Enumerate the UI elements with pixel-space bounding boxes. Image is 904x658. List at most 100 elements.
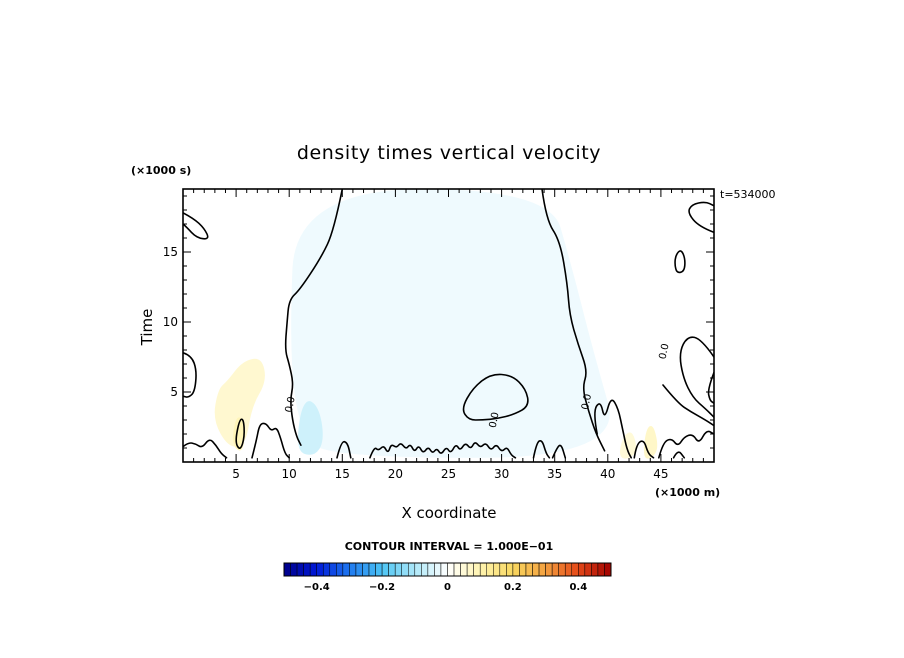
colorbar-cell [290,562,298,577]
contour-line [594,399,632,459]
colorbar-cell [604,562,612,577]
colorbar-cell [558,562,566,577]
colorbar-tick-label: 0 [444,582,451,593]
contour-line [251,422,290,459]
contour-line [679,336,714,418]
x-tick-label: 35 [547,467,562,481]
contour-label: 0.0 [658,343,672,361]
colorbar-tick-label: −0.4 [304,582,330,593]
colorbar-cell [486,562,494,577]
y-tick-label: 5 [170,385,178,399]
colorbar-cell [551,562,559,577]
y-unit-label: (×1000 s) [131,164,191,177]
colorbar-cell [388,562,396,577]
y-tick-label: 10 [163,315,178,329]
colorbar-cell [303,562,311,577]
colorbar-cell [493,562,501,577]
colorbar-cell [473,562,481,577]
x-tick-label: 25 [441,467,456,481]
colorbar-cell [564,562,573,577]
colorbar-cell [349,562,357,577]
contour-line [633,440,655,459]
contour-line [688,201,714,234]
colorbar-tick-label: 0.2 [504,582,522,593]
colorbar-cell [479,562,487,577]
y-tick-labels: 5 10 15 [163,245,178,399]
y-axis-label: Time [138,309,156,347]
contour-label: 0.0 [284,396,298,414]
contour-line [662,384,714,427]
x-axis-label: X coordinate [401,504,496,522]
contour-label: 0.0 [580,393,594,411]
colorbar-cell [401,562,409,577]
contour-line [551,444,567,459]
colorbar-cell [362,562,370,577]
chart-title: density times vertical velocity [297,142,601,164]
colorbar-cell [355,562,363,577]
contour-line [369,442,517,459]
colorbar-cell [329,562,337,577]
colorbar-cell [414,562,422,577]
contour-interval-label: CONTOUR INTERVAL = 1.000E−01 [345,540,554,553]
time-annotation: t=534000 [720,188,776,201]
colorbar-frame [283,562,612,577]
colorbar-cell [316,562,324,577]
colorbar-cell [591,562,599,577]
contour-line [541,189,606,452]
contour-line [658,430,714,459]
colorbar-cell [336,562,344,577]
colorbar-cell [466,562,474,577]
colorbar-cell [525,562,533,577]
x-tick-label: 15 [335,467,350,481]
colorbar-cell [381,562,389,577]
colorbar-cell [434,562,442,577]
colorbar-cell [519,562,527,577]
contour-labels: 0.0 0.0 0.0 0.0 [284,343,672,429]
y-tick-label: 15 [163,245,178,259]
colorbar-tick-labels: −0.4 −0.2 0 0.2 0.4 [304,582,588,593]
colorbar-cell [427,562,435,577]
colorbar-cell [375,562,383,577]
x-unit-label: (×1000 m) [655,486,720,499]
colorbar-cell [584,562,592,577]
x-tick-label: 10 [282,467,297,481]
colorbar-cell [342,562,350,577]
field-region-negative [297,401,323,455]
colorbar-cell [499,562,507,577]
colorbar-cell [322,562,331,577]
contour-line [183,352,197,398]
contour-line [532,439,551,459]
colorbar-cell [368,562,376,577]
colorbar-cell [296,562,304,577]
colorbar-cell [512,562,520,577]
colorbar-cell [421,562,429,577]
contour-line [674,250,686,274]
colorbar-cell [545,562,553,577]
contour-line [183,212,209,240]
contour-line [462,373,529,421]
color-field [214,189,658,459]
colorbar-cell [283,562,291,577]
x-tick-label: 45 [653,467,668,481]
x-tick-label: 40 [600,467,615,481]
colorbar-cell [578,562,586,577]
x-tick-label: 5 [232,467,240,481]
colorbar-cell [460,562,468,577]
colorbar-cell [538,562,546,577]
colorbar-cell [453,562,461,577]
field-region-negative [291,189,610,458]
colorbar-tick-label: −0.2 [369,582,395,593]
colorbar-cell [571,562,579,577]
contour-line [183,439,228,459]
contour-line [235,418,245,449]
colorbar-cell [408,562,416,577]
x-tick-label: 20 [388,467,403,481]
colorbar-tick-label: 0.4 [569,582,587,593]
colorbar-cell [394,562,402,577]
contour-lines [183,189,714,459]
colorbar-cell [532,562,540,577]
x-tick-labels: 5 10 15 20 25 30 35 40 45 [232,467,668,481]
contour-label: 0.0 [488,411,502,429]
